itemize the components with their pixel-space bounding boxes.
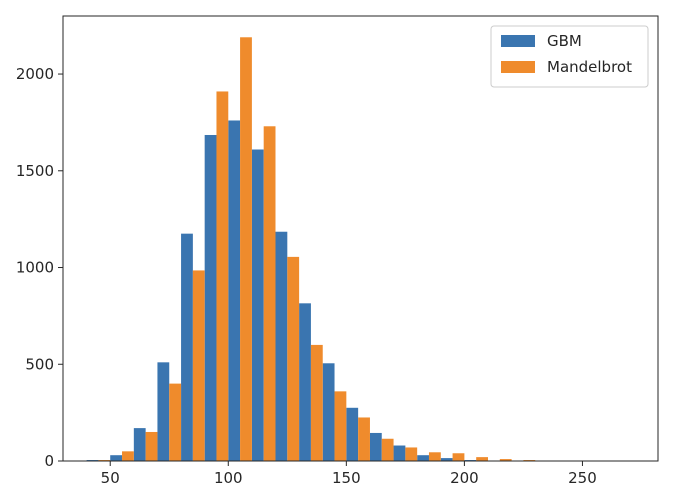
legend-label-gbm: GBM [547, 32, 582, 50]
bar-mandelbrot-205 [476, 457, 488, 461]
bar-gbm-145 [323, 363, 335, 461]
y-tick-label-1500: 1500 [16, 162, 54, 180]
bar-mandelbrot-95 [216, 91, 228, 461]
y-tick-label-500: 500 [25, 355, 54, 373]
bar-mandelbrot-135 [311, 345, 323, 461]
bar-mandelbrot-85 [193, 270, 205, 461]
bar-gbm-75 [157, 362, 169, 461]
bar-gbm-125 [276, 232, 288, 461]
bar-gbm-55 [110, 455, 122, 461]
bar-mandelbrot-125 [287, 257, 299, 461]
bar-gbm-185 [417, 455, 429, 461]
bar-gbm-85 [181, 234, 193, 461]
bar-mandelbrot-65 [146, 432, 158, 461]
bar-gbm-65 [134, 428, 146, 461]
x-tick-label-250: 250 [568, 469, 597, 487]
y-tick-label-2000: 2000 [16, 65, 54, 83]
bar-gbm-165 [370, 433, 382, 461]
x-tick-label-150: 150 [332, 469, 361, 487]
bar-gbm-95 [205, 135, 217, 461]
bar-mandelbrot-195 [453, 453, 465, 461]
bars-layer [87, 37, 583, 461]
x-tick-label-50: 50 [101, 469, 120, 487]
bar-gbm-115 [252, 150, 264, 462]
bar-gbm-175 [394, 446, 406, 461]
bar-mandelbrot-55 [122, 451, 134, 461]
bar-mandelbrot-175 [405, 447, 417, 461]
bar-gbm-155 [346, 408, 358, 461]
bar-mandelbrot-75 [169, 384, 181, 461]
legend-swatch-mandelbrot [501, 61, 535, 73]
legend: GBM Mandelbrot [491, 26, 648, 87]
x-tick-label-200: 200 [450, 469, 479, 487]
legend-label-mandelbrot: Mandelbrot [547, 58, 632, 76]
x-tick-label-100: 100 [214, 469, 243, 487]
y-tick-label-0: 0 [44, 452, 54, 470]
legend-swatch-gbm [501, 35, 535, 47]
bar-mandelbrot-155 [358, 417, 370, 461]
y-tick-label-1000: 1000 [16, 259, 54, 277]
bar-gbm-105 [228, 120, 240, 461]
bar-mandelbrot-185 [429, 452, 441, 461]
bar-gbm-135 [299, 303, 311, 461]
bar-mandelbrot-105 [240, 37, 252, 461]
bar-mandelbrot-145 [335, 391, 347, 461]
bar-mandelbrot-115 [264, 126, 276, 461]
bar-mandelbrot-165 [382, 439, 394, 461]
